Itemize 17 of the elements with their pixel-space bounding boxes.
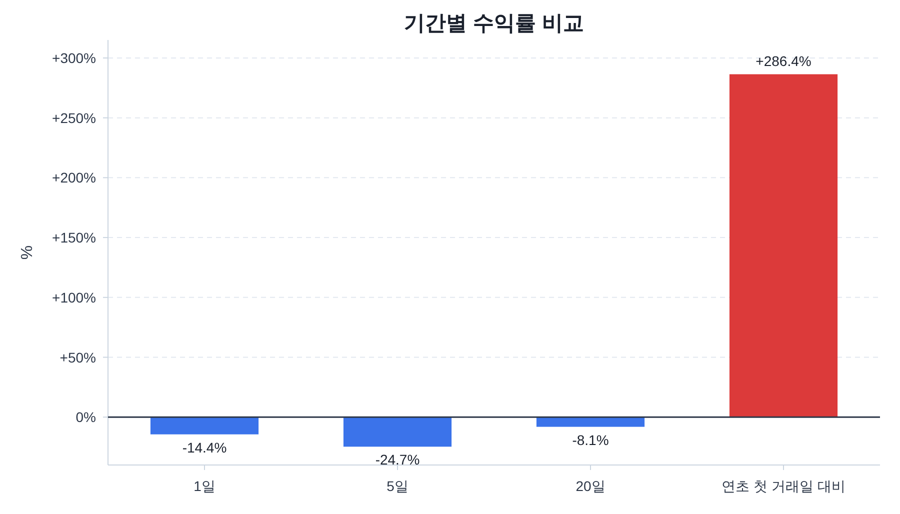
y-tick-label: +150% <box>52 230 96 246</box>
x-tick-label: 20일 <box>576 478 606 494</box>
y-tick-label: +50% <box>60 349 96 366</box>
data-label: -24.7% <box>375 452 420 468</box>
y-axis-title: % <box>19 245 36 260</box>
y-tick-label: +100% <box>52 289 96 306</box>
y-tick-label: +250% <box>52 110 96 126</box>
y-tick-label: +300% <box>52 50 96 66</box>
chart-title: 기간별 수익률 비교 <box>404 12 584 35</box>
x-tick-label: 5일 <box>386 478 408 494</box>
x-tick-label: 연초 첫 거래일 대비 <box>722 478 846 494</box>
data-label: +286.4% <box>756 53 812 70</box>
y-tick-label: 0% <box>76 409 96 426</box>
y-tick-label: +200% <box>52 170 96 186</box>
data-label: -14.4% <box>182 439 227 456</box>
x-tick-label: 1일 <box>194 478 216 494</box>
data-label: -8.1% <box>572 432 609 448</box>
